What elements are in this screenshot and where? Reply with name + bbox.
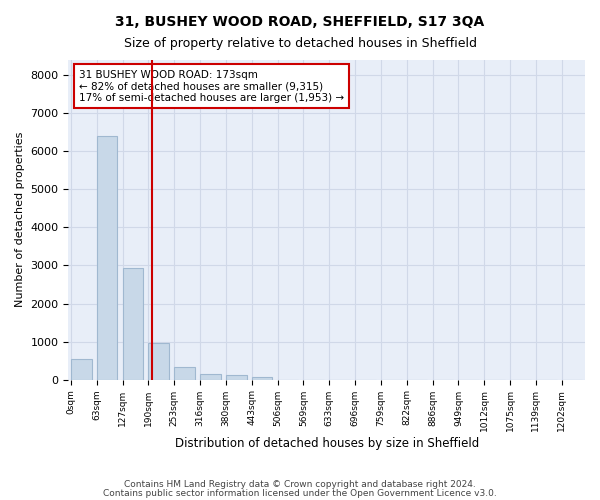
Bar xyxy=(97,136,118,380)
Bar xyxy=(252,377,272,380)
Y-axis label: Number of detached properties: Number of detached properties xyxy=(15,132,25,308)
Bar xyxy=(226,375,247,380)
Text: 31, BUSHEY WOOD ROAD, SHEFFIELD, S17 3QA: 31, BUSHEY WOOD ROAD, SHEFFIELD, S17 3QA xyxy=(115,15,485,29)
Text: Contains HM Land Registry data © Crown copyright and database right 2024.: Contains HM Land Registry data © Crown c… xyxy=(124,480,476,489)
Text: Size of property relative to detached houses in Sheffield: Size of property relative to detached ho… xyxy=(124,38,476,51)
Bar xyxy=(122,268,143,380)
Text: Contains public sector information licensed under the Open Government Licence v3: Contains public sector information licen… xyxy=(103,488,497,498)
Text: 31 BUSHEY WOOD ROAD: 173sqm
← 82% of detached houses are smaller (9,315)
17% of : 31 BUSHEY WOOD ROAD: 173sqm ← 82% of det… xyxy=(79,70,344,103)
X-axis label: Distribution of detached houses by size in Sheffield: Distribution of detached houses by size … xyxy=(175,437,479,450)
Bar xyxy=(71,360,92,380)
Bar xyxy=(200,374,221,380)
Bar xyxy=(175,366,195,380)
Bar xyxy=(148,342,169,380)
